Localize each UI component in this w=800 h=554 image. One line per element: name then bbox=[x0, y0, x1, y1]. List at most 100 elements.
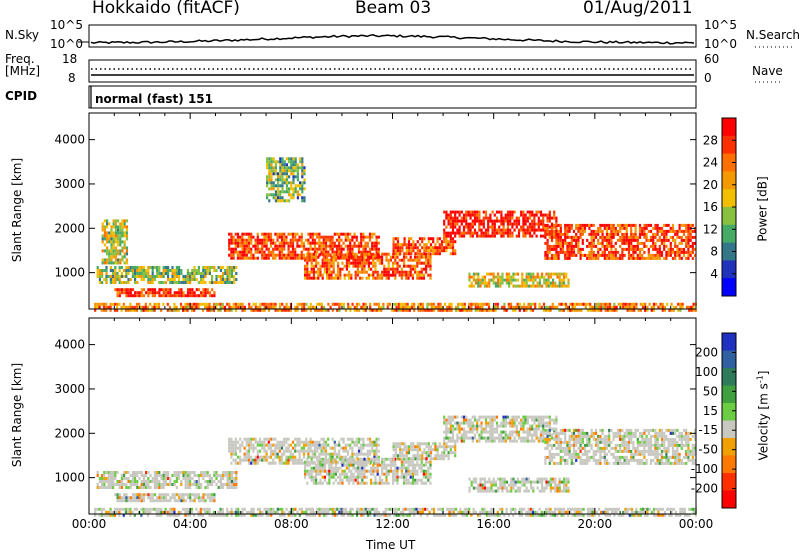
echo-cell bbox=[243, 241, 246, 245]
echo-cell bbox=[226, 507, 229, 511]
echo-cell bbox=[208, 493, 212, 497]
echo-cell bbox=[186, 477, 189, 480]
echo-cell bbox=[228, 281, 231, 284]
echo-cell bbox=[658, 247, 661, 251]
echo-cell bbox=[125, 246, 128, 250]
echo-cell bbox=[213, 474, 216, 477]
echo-cell bbox=[427, 264, 430, 268]
echo-cell bbox=[138, 486, 141, 489]
echo-cell bbox=[351, 446, 354, 450]
echo-cell bbox=[258, 250, 262, 254]
echo-cell bbox=[363, 255, 366, 259]
echo-cell bbox=[138, 294, 141, 298]
echo-cell bbox=[138, 496, 141, 500]
echo-cell bbox=[199, 302, 202, 306]
echo-cell bbox=[348, 481, 351, 485]
echo-cell bbox=[313, 443, 317, 447]
echo-cell bbox=[147, 294, 150, 298]
echo-cell bbox=[429, 237, 433, 241]
echo-cell bbox=[263, 244, 266, 248]
echo-cell bbox=[616, 229, 620, 233]
echo-cell bbox=[533, 216, 536, 220]
echo-cell bbox=[179, 305, 183, 309]
echo-cell bbox=[605, 244, 609, 248]
echo-cell bbox=[134, 477, 137, 480]
echo-cell bbox=[377, 449, 380, 453]
echo-cell bbox=[451, 219, 455, 223]
echo-cell bbox=[465, 231, 468, 235]
echo-cell bbox=[489, 216, 492, 220]
echo-cell bbox=[556, 305, 559, 309]
echo-cell bbox=[636, 253, 639, 257]
echo-cell bbox=[164, 288, 168, 292]
echo-cell bbox=[186, 288, 190, 292]
echo-cell bbox=[663, 247, 666, 251]
echo-cell bbox=[451, 222, 455, 226]
echo-cell bbox=[670, 513, 673, 517]
echo-cell bbox=[503, 308, 506, 312]
echo-cell bbox=[119, 234, 122, 238]
echo-cell bbox=[630, 232, 633, 236]
echo-cell bbox=[247, 235, 251, 239]
echo-cell bbox=[418, 261, 421, 265]
echo-cell bbox=[366, 250, 369, 254]
echo-cell bbox=[465, 213, 468, 217]
echo-cell bbox=[553, 225, 556, 229]
echo-cell bbox=[572, 238, 576, 242]
echo-cell bbox=[660, 229, 664, 233]
echo-cell bbox=[432, 513, 436, 517]
echo-cell bbox=[550, 256, 554, 260]
echo-cell bbox=[500, 228, 503, 232]
echo-cell bbox=[280, 452, 284, 456]
echo-cell bbox=[619, 305, 623, 309]
echo-cell bbox=[232, 253, 235, 257]
echo-cell bbox=[550, 238, 554, 242]
echo-cell bbox=[193, 499, 196, 503]
echo-cell bbox=[636, 238, 639, 242]
echo-cell bbox=[465, 507, 469, 511]
echo-cell bbox=[572, 235, 576, 239]
echo-cell bbox=[149, 486, 152, 489]
echo-cell bbox=[241, 253, 244, 257]
echo-cell bbox=[450, 513, 453, 517]
echo-cell bbox=[123, 496, 126, 500]
echo-cell bbox=[285, 178, 288, 182]
echo-cell bbox=[116, 499, 119, 503]
echo-cell bbox=[571, 507, 574, 511]
echo-cell bbox=[140, 272, 143, 275]
echo-cell bbox=[488, 281, 491, 285]
echo-cell bbox=[590, 223, 593, 227]
echo-cell bbox=[407, 258, 410, 262]
echo-cell bbox=[570, 247, 573, 251]
echo-cell bbox=[549, 281, 552, 285]
echo-cell bbox=[338, 250, 341, 254]
echo-cell bbox=[663, 223, 666, 227]
echo-cell bbox=[321, 481, 324, 485]
echo-cell bbox=[280, 241, 284, 245]
echo-cell bbox=[263, 440, 266, 444]
echo-cell bbox=[327, 235, 330, 239]
echo-cell bbox=[189, 288, 192, 292]
echo-cell bbox=[486, 284, 489, 288]
echo-cell bbox=[193, 474, 196, 477]
echo-cell bbox=[487, 308, 491, 312]
echo-cell bbox=[197, 499, 201, 503]
echo-cell bbox=[277, 172, 280, 176]
echo-cell bbox=[278, 458, 281, 462]
echo-cell bbox=[280, 235, 284, 239]
echo-cell bbox=[125, 252, 128, 256]
echo-cell bbox=[621, 235, 624, 239]
echo-cell bbox=[169, 278, 172, 281]
echo-cell bbox=[190, 507, 194, 511]
echo-cell bbox=[448, 513, 451, 517]
echo-cell bbox=[588, 241, 591, 245]
echo-cell bbox=[304, 475, 307, 479]
echo-cell bbox=[106, 240, 109, 244]
echo-cell bbox=[546, 247, 549, 251]
echo-cell bbox=[310, 460, 313, 464]
echo-cell bbox=[258, 437, 262, 441]
echo-cell bbox=[399, 302, 403, 306]
echo-cell bbox=[241, 308, 244, 312]
echo-cell bbox=[256, 244, 259, 248]
echo-cell bbox=[416, 264, 419, 268]
